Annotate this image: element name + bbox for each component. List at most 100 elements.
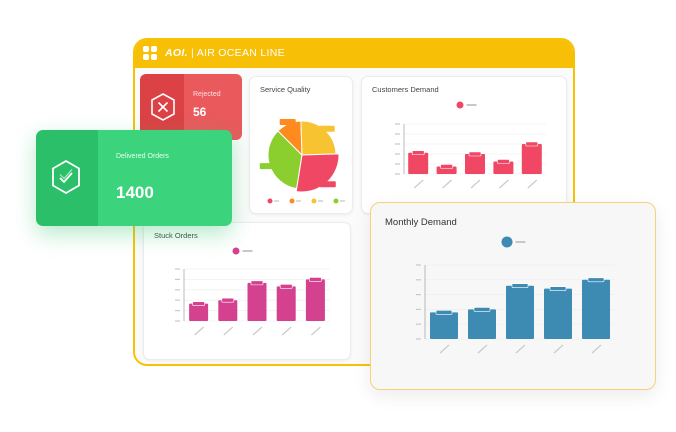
x-tick-label — [310, 326, 321, 336]
x-tick-label — [591, 344, 602, 354]
pie-callout — [259, 163, 276, 170]
brand-logo: AOI. — [165, 47, 188, 59]
legend-label-line — [340, 200, 345, 202]
y-tick-label — [175, 289, 180, 291]
monthly-demand-bar-chart — [416, 236, 615, 354]
stuck-orders-card[interactable]: Stuck Orders — [143, 222, 351, 360]
bar — [582, 279, 610, 339]
delivered-value: 1400 — [116, 183, 154, 202]
bar-value-label — [440, 164, 453, 169]
service-quality-title: Service Quality — [260, 85, 311, 94]
bar — [521, 144, 542, 174]
customers-demand-card[interactable]: Customers Demand — [361, 76, 567, 214]
pie-callout — [318, 125, 335, 132]
bar-value-label — [192, 301, 205, 306]
legend-label-line — [296, 200, 301, 202]
bar — [189, 303, 209, 321]
bar — [468, 309, 496, 339]
y-tick-label — [395, 133, 400, 135]
legend-label-line — [274, 200, 279, 202]
customers-demand-title: Customers Demand — [372, 85, 439, 94]
y-tick-label — [175, 278, 180, 280]
stuck-orders-bar-chart — [175, 247, 330, 336]
x-tick-label — [252, 326, 263, 336]
bar — [218, 300, 238, 321]
bar-value-label — [221, 297, 235, 303]
bar-value-label — [525, 141, 539, 147]
brand-name: AIR OCEAN LINE — [196, 47, 285, 59]
y-tick-label — [175, 268, 180, 270]
pie-callout — [319, 181, 336, 188]
y-tick-label — [416, 338, 421, 340]
y-tick-label — [416, 294, 421, 296]
legend-marker — [289, 198, 295, 204]
rejected-label: Rejected — [193, 91, 221, 98]
bar-value-label — [468, 151, 482, 157]
x-tick-label — [194, 326, 205, 336]
x-tick-label — [498, 179, 509, 189]
brand-title: AOI. | AIR OCEAN LINE — [165, 47, 285, 59]
delivered-label: Delivered Orders — [116, 153, 169, 160]
y-tick-label — [175, 320, 180, 322]
bar-value-label — [473, 307, 491, 312]
x-tick-label — [413, 179, 424, 189]
y-tick-label — [175, 299, 180, 301]
bar-value-label — [435, 310, 453, 315]
bar — [506, 285, 534, 339]
bar — [465, 154, 485, 174]
y-tick-label — [395, 143, 400, 145]
y-tick-label — [175, 310, 180, 312]
legend-label-line — [466, 104, 477, 106]
app-grid-icon[interactable] — [143, 46, 157, 60]
pie-callout — [279, 118, 296, 125]
legend-marker — [501, 236, 513, 248]
y-tick-label — [416, 279, 421, 281]
y-tick-label — [395, 163, 400, 165]
bar-value-label — [250, 280, 264, 286]
service-quality-card[interactable]: Service Quality — [249, 76, 353, 214]
legend-marker — [456, 101, 464, 109]
delivered-orders-tile[interactable]: Delivered Orders 1400 — [36, 130, 232, 226]
legend-label-line — [515, 241, 526, 243]
dashboard-header: AOI. | AIR OCEAN LINE — [135, 40, 573, 68]
x-tick-label — [527, 179, 538, 189]
y-tick-label — [416, 323, 421, 325]
bar — [305, 279, 325, 321]
y-tick-label — [416, 308, 421, 310]
bar — [544, 288, 572, 339]
legend-label-line — [318, 200, 323, 202]
legend-marker — [267, 198, 273, 204]
x-tick-label — [281, 326, 292, 336]
legend-marker — [232, 247, 240, 255]
x-tick-label — [223, 326, 234, 336]
rejected-tile[interactable]: Rejected 56 — [140, 74, 242, 140]
bar — [430, 312, 458, 339]
x-tick-label — [515, 344, 526, 354]
bar — [493, 161, 514, 174]
monthly-demand-card[interactable]: Monthly Demand — [370, 202, 656, 390]
y-tick-label — [395, 173, 400, 175]
bar-value-label — [309, 277, 322, 282]
rejected-x-icon — [151, 93, 175, 121]
legend-marker — [333, 198, 339, 204]
x-tick-label — [439, 344, 450, 354]
service-quality-pie-chart — [259, 118, 345, 204]
bar-value-label — [497, 159, 510, 164]
bar — [276, 286, 296, 321]
y-tick-label — [416, 264, 421, 266]
bar-value-label — [279, 284, 293, 289]
x-tick-label — [442, 179, 453, 189]
stuck-orders-title: Stuck Orders — [154, 231, 198, 240]
x-tick-label — [553, 344, 564, 354]
legend-label-line — [242, 250, 253, 252]
customers-demand-bar-chart — [395, 101, 546, 189]
bar-value-label — [549, 286, 567, 291]
x-tick-label — [470, 179, 481, 189]
legend-marker — [311, 198, 317, 204]
brand-divider: | — [191, 47, 197, 59]
bar — [247, 282, 267, 321]
monthly-demand-title: Monthly Demand — [385, 217, 457, 228]
bar-value-label — [411, 150, 425, 156]
x-tick-label — [477, 344, 488, 354]
y-tick-label — [395, 123, 400, 125]
